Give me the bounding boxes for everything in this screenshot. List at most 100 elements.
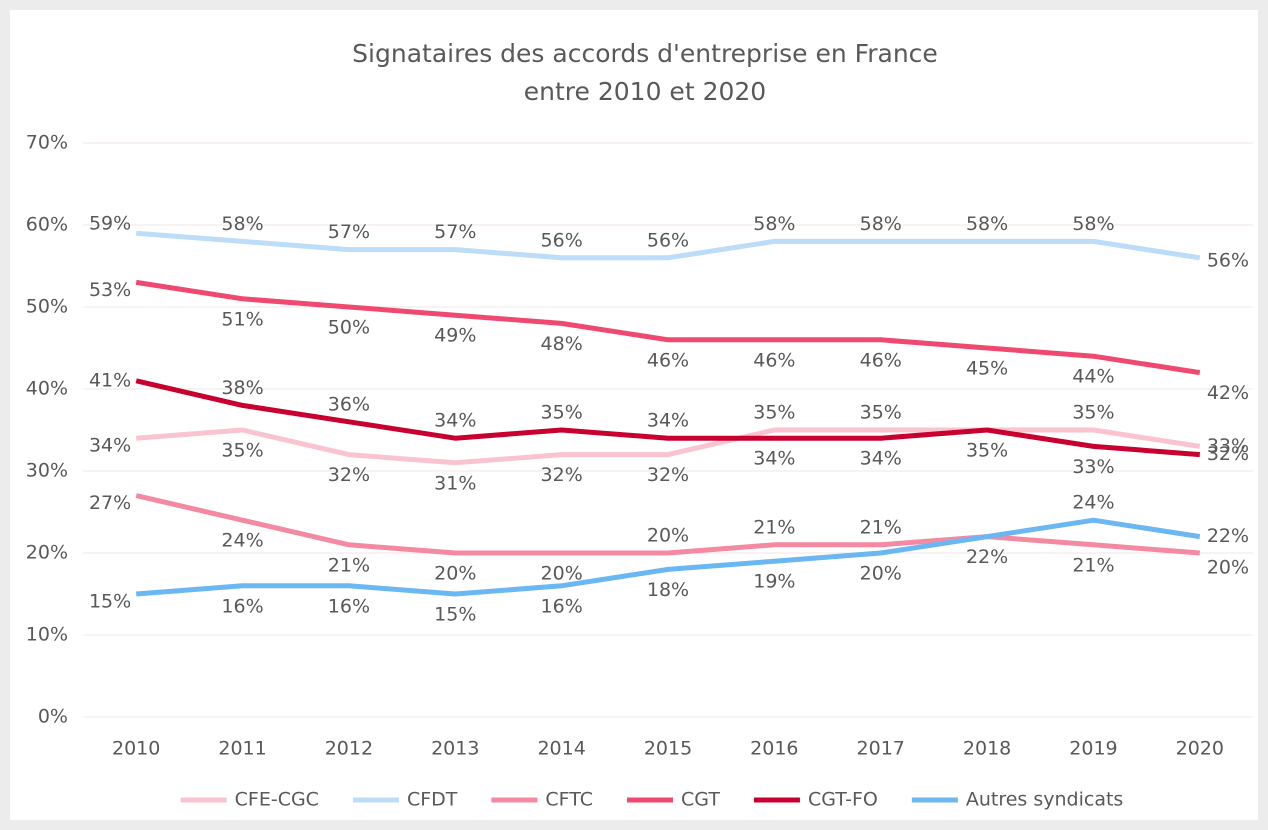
data-label: 32%	[1207, 443, 1249, 465]
data-label: 32%	[541, 464, 583, 486]
x-tick-label: 2018	[963, 738, 1011, 760]
x-tick-label: 2012	[325, 738, 373, 760]
data-label: 57%	[328, 221, 370, 243]
chart-area	[10, 10, 1258, 820]
data-label: 35%	[966, 440, 1008, 462]
x-tick-label: 2019	[1069, 738, 1117, 760]
series-line	[136, 517, 1201, 597]
y-tick-label: 10%	[26, 624, 68, 646]
data-label: 22%	[1207, 525, 1249, 547]
data-label: 35%	[1072, 402, 1114, 424]
legend-label: CGT-FO	[808, 789, 878, 811]
data-label: 20%	[647, 525, 689, 547]
x-tick-label: 2020	[1176, 738, 1224, 760]
legend-label: CFE-CGC	[235, 789, 319, 811]
y-tick-label: 50%	[26, 296, 68, 318]
data-label: 58%	[966, 213, 1008, 235]
data-label: 36%	[328, 393, 370, 415]
data-label: 34%	[753, 448, 795, 470]
data-label: 21%	[1072, 554, 1114, 576]
data-label: 42%	[1207, 382, 1249, 404]
data-label: 35%	[860, 402, 902, 424]
x-tick-label: 2013	[431, 738, 479, 760]
data-label: 33%	[1072, 456, 1114, 478]
data-label: 20%	[1207, 557, 1249, 579]
data-label: 53%	[89, 279, 131, 301]
data-label: 15%	[434, 604, 476, 626]
data-label: 19%	[753, 571, 795, 593]
legend-label: CFTC	[545, 789, 593, 811]
data-label: 51%	[221, 308, 263, 330]
y-tick-label: 20%	[26, 542, 68, 564]
data-label: 34%	[860, 448, 902, 470]
data-label: 59%	[89, 213, 131, 235]
data-label: 20%	[541, 563, 583, 585]
series-line	[136, 230, 1201, 261]
data-label: 58%	[1072, 213, 1114, 235]
data-label: 56%	[1207, 249, 1249, 271]
data-label: 34%	[434, 410, 476, 432]
data-label: 46%	[647, 349, 689, 371]
chart-title: Signataires des accords d'entreprise en …	[352, 39, 938, 68]
data-label: 45%	[966, 358, 1008, 380]
data-label: 16%	[541, 595, 583, 617]
data-label: 22%	[966, 546, 1008, 568]
data-label: 16%	[328, 595, 370, 617]
data-label: 35%	[753, 402, 795, 424]
data-label: 56%	[541, 229, 583, 251]
data-label: 49%	[434, 325, 476, 347]
y-tick-label: 0%	[38, 706, 68, 728]
legend-label: CFDT	[407, 789, 458, 811]
series-line	[135, 493, 1200, 556]
data-label: 44%	[1072, 366, 1114, 388]
data-label: 21%	[860, 516, 902, 538]
data-label: 21%	[328, 554, 370, 576]
x-tick-label: 2014	[537, 738, 585, 760]
data-label: 24%	[1072, 492, 1114, 514]
series-line	[136, 427, 1201, 466]
data-label: 20%	[434, 563, 476, 585]
data-label: 31%	[434, 472, 476, 494]
x-tick-label: 2015	[644, 738, 692, 760]
data-label: 32%	[328, 464, 370, 486]
data-label: 46%	[753, 349, 795, 371]
x-tick-label: 2010	[112, 738, 160, 760]
data-label: 27%	[89, 492, 131, 514]
legend-label: Autres syndicats	[966, 789, 1123, 811]
x-tick-label: 2016	[750, 738, 798, 760]
data-label: 15%	[89, 591, 131, 613]
data-label: 32%	[647, 464, 689, 486]
legend-label: CGT	[681, 789, 720, 811]
y-tick-label: 60%	[26, 214, 68, 236]
data-label: 48%	[541, 333, 583, 355]
data-label: 58%	[753, 213, 795, 235]
data-label: 41%	[89, 369, 131, 391]
data-label: 34%	[647, 410, 689, 432]
data-label: 46%	[860, 349, 902, 371]
data-label: 56%	[647, 229, 689, 251]
chart-title: entre 2010 et 2020	[524, 77, 766, 106]
data-label: 58%	[221, 213, 263, 235]
x-tick-label: 2017	[857, 738, 905, 760]
data-label: 35%	[541, 402, 583, 424]
data-label: 20%	[860, 563, 902, 585]
data-label: 34%	[89, 435, 131, 457]
x-tick-label: 2011	[218, 738, 266, 760]
series-line	[135, 378, 1200, 458]
data-label: 57%	[434, 221, 476, 243]
data-label: 33%	[1207, 435, 1249, 457]
data-label: 50%	[328, 317, 370, 339]
data-label: 18%	[647, 579, 689, 601]
data-label: 35%	[221, 440, 263, 462]
data-label: 21%	[753, 516, 795, 538]
y-tick-label: 40%	[26, 378, 68, 400]
data-label: 24%	[221, 530, 263, 552]
data-label: 16%	[221, 595, 263, 617]
y-tick-label: 30%	[26, 460, 68, 482]
data-label: 58%	[860, 213, 902, 235]
y-tick-label: 70%	[26, 132, 68, 154]
data-label: 38%	[221, 377, 263, 399]
series-line	[135, 279, 1201, 376]
